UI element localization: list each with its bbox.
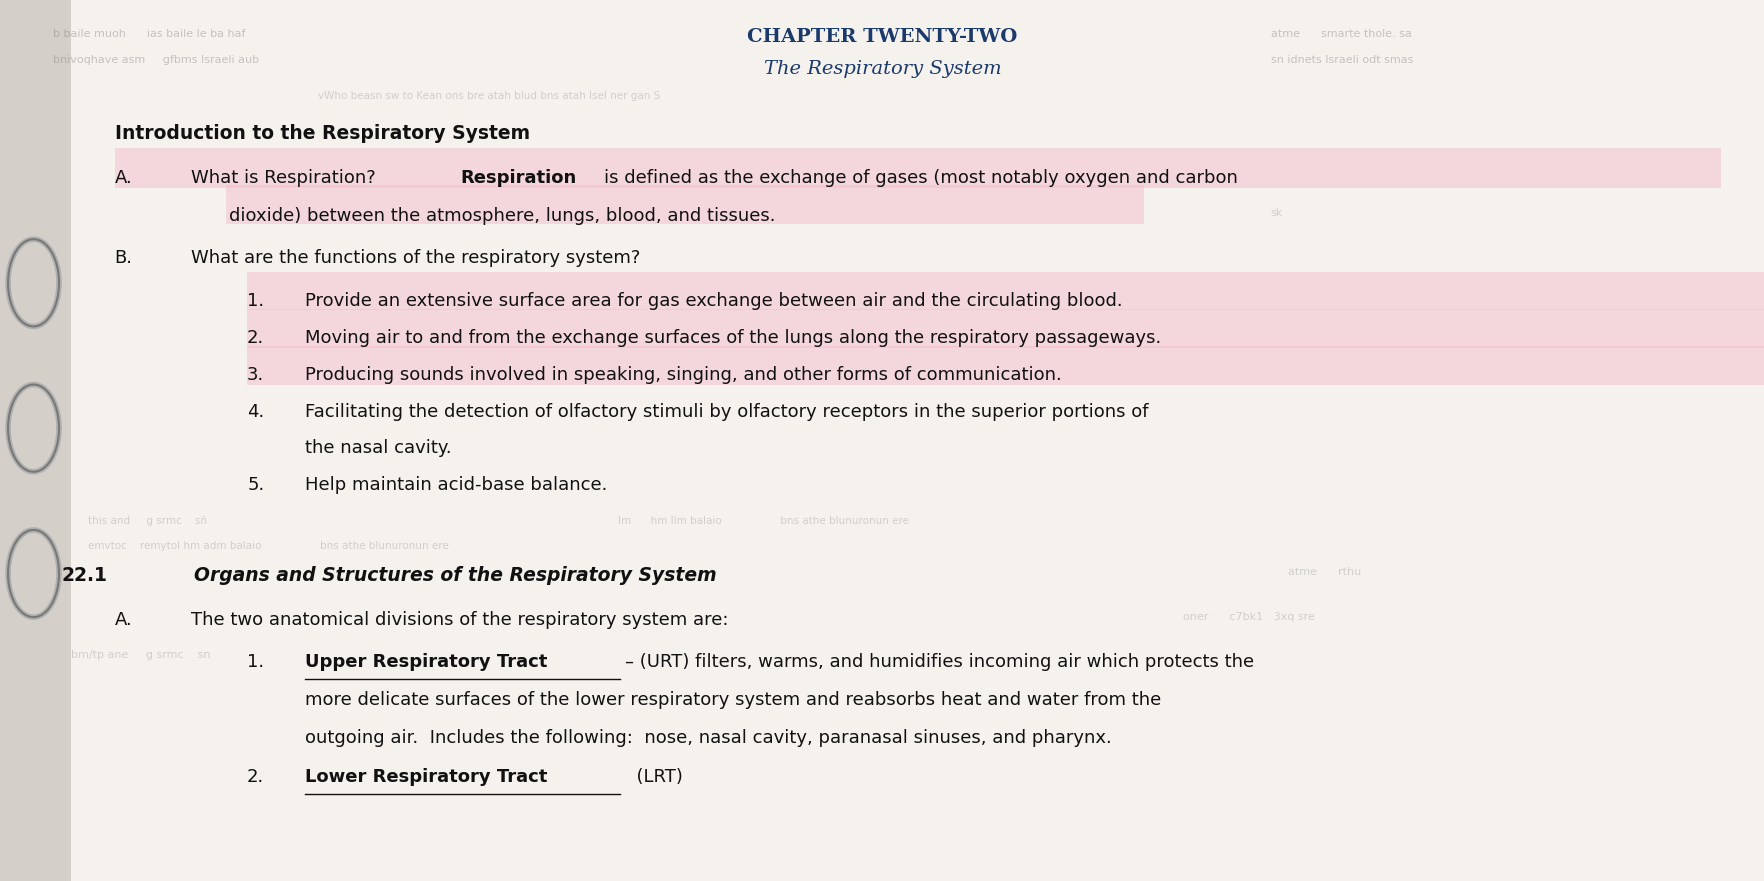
Text: The Respiratory System: The Respiratory System [764, 60, 1000, 78]
Text: the nasal cavity.: the nasal cavity. [305, 439, 452, 457]
Text: (LRT): (LRT) [624, 768, 683, 787]
Text: Provide an extensive surface area for gas exchange between air and the circulati: Provide an extensive surface area for ga… [305, 292, 1122, 310]
Text: is defined as the exchange of gases (most notably oxygen and carbon: is defined as the exchange of gases (mos… [603, 169, 1237, 188]
Text: 1.: 1. [247, 292, 265, 310]
FancyBboxPatch shape [247, 309, 1764, 348]
FancyBboxPatch shape [71, 0, 1764, 881]
Text: vWho beasn sw to Kean ons bre atah blud bns atah Isel ner gan S: vWho beasn sw to Kean ons bre atah blud … [318, 91, 660, 100]
Text: A.: A. [115, 169, 132, 188]
Text: Moving air to and from the exchange surfaces of the lungs along the respiratory : Moving air to and from the exchange surf… [305, 329, 1161, 347]
FancyBboxPatch shape [247, 271, 1764, 310]
Text: lm      hm llm balaio                  bns athe blunuronun ere: lm hm llm balaio bns athe blunuronun ere [617, 516, 908, 526]
Text: The two anatomical divisions of the respiratory system are:: The two anatomical divisions of the resp… [191, 611, 729, 629]
Text: 4.: 4. [247, 403, 265, 421]
FancyBboxPatch shape [115, 148, 1720, 189]
Text: 3.: 3. [247, 366, 265, 384]
Text: 2.: 2. [247, 768, 265, 787]
Text: – (URT) filters, warms, and humidifies incoming air which protects the: – (URT) filters, warms, and humidifies i… [624, 653, 1252, 671]
Text: b baile muoh      ias baile le ba haf: b baile muoh ias baile le ba haf [53, 29, 252, 39]
Text: What are the functions of the respiratory system?: What are the functions of the respirator… [191, 249, 640, 268]
Text: CHAPTER TWENTY-TWO: CHAPTER TWENTY-TWO [746, 28, 1018, 46]
Text: sk: sk [1270, 208, 1282, 218]
Text: outgoing air.  Includes the following:  nose, nasal cavity, paranasal sinuses, a: outgoing air. Includes the following: no… [305, 729, 1111, 747]
Text: B.: B. [115, 249, 132, 268]
Text: A.: A. [115, 611, 132, 629]
Text: atme      smarte thole. sa: atme smarte thole. sa [1270, 29, 1411, 39]
Text: Producing sounds involved in speaking, singing, and other forms of communication: Producing sounds involved in speaking, s… [305, 366, 1062, 384]
Text: sn idnets Israeli odt smas: sn idnets Israeli odt smas [1270, 56, 1413, 65]
Text: 1.: 1. [247, 653, 265, 671]
Text: Facilitating the detection of olfactory stimuli by olfactory receptors in the su: Facilitating the detection of olfactory … [305, 403, 1148, 421]
Text: bnivoqhave asm     gfbms Israeli aub: bnivoqhave asm gfbms Israeli aub [53, 56, 266, 65]
Text: Upper Respiratory Tract: Upper Respiratory Tract [305, 653, 547, 671]
Text: bm/tp ane     g srmc    sn: bm/tp ane g srmc sn [71, 649, 210, 660]
Text: Help maintain acid-base balance.: Help maintain acid-base balance. [305, 477, 607, 494]
Text: more delicate surfaces of the lower respiratory system and reabsorbs heat and wa: more delicate surfaces of the lower resp… [305, 691, 1161, 709]
Text: atme      rthu: atme rthu [1288, 567, 1362, 577]
Text: What is Respiration?: What is Respiration? [191, 169, 386, 188]
Text: dioxide) between the atmosphere, lungs, blood, and tissues.: dioxide) between the atmosphere, lungs, … [229, 207, 776, 226]
Text: Lower Respiratory Tract: Lower Respiratory Tract [305, 768, 547, 787]
Text: 5.: 5. [247, 477, 265, 494]
FancyBboxPatch shape [226, 184, 1143, 225]
Text: emvtoc    remytol hm adm balaio                  bns athe blunuronun ere: emvtoc remytol hm adm balaio bns athe bl… [88, 541, 448, 551]
Text: 2.: 2. [247, 329, 265, 347]
FancyBboxPatch shape [247, 346, 1764, 385]
Text: Organs and Structures of the Respiratory System: Organs and Structures of the Respiratory… [194, 566, 716, 585]
Text: oner      c7bk1   3xq sre: oner c7bk1 3xq sre [1182, 611, 1314, 622]
Text: Respiration: Respiration [460, 169, 577, 188]
Text: 22.1: 22.1 [62, 566, 108, 585]
Text: this and     g srmc    sñ: this and g srmc sñ [88, 516, 206, 526]
Text: Introduction to the Respiratory System: Introduction to the Respiratory System [115, 124, 529, 144]
